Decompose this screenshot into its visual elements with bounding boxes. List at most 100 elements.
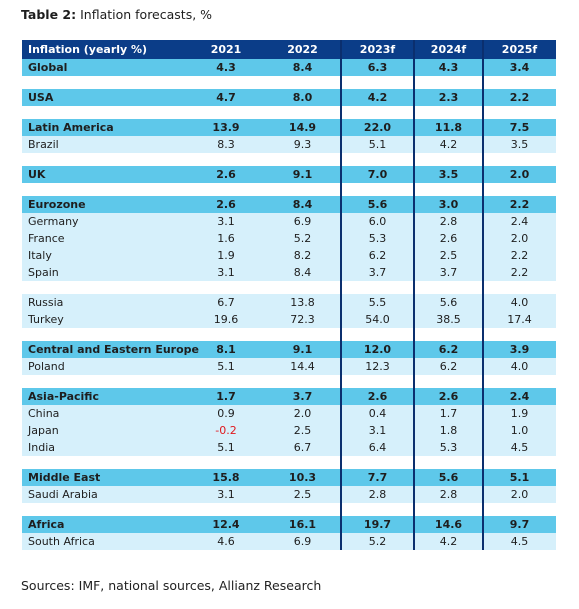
row-label: China [28,407,60,420]
row-label: Africa [28,518,65,531]
value-cell: 9.1 [292,168,313,181]
value-cell: 0.4 [368,407,387,420]
value-cell: 8.4 [292,198,313,211]
value-cell: 14.9 [288,121,317,134]
value-cell: 19.7 [363,518,392,531]
country-row: France 1.6 5.2 5.3 2.6 2.0 [22,230,556,247]
value-cell: 19.6 [213,313,239,326]
value-cell: 4.6 [217,535,235,548]
value-cell: 3.7 [368,266,387,279]
value-cell: 4.7 [216,91,236,104]
value-cell: 2.2 [509,91,530,104]
value-cell: 2.4 [510,215,529,228]
value-cell: 5.1 [217,360,235,373]
value-cell: 3.7 [439,266,458,279]
row-label: India [28,441,55,454]
value-cell: 2.5 [439,249,458,262]
column-divider [482,40,484,550]
row-label: Saudi Arabia [28,488,98,501]
value-cell: 22.0 [363,121,392,134]
value-cell: 5.6 [367,198,388,211]
value-cell: 2.2 [509,198,530,211]
value-cell: 4.3 [216,61,236,74]
value-cell: 6.7 [293,441,312,454]
row-label: UK [28,168,46,181]
source-note: Sources: IMF, national sources, Allianz … [21,578,322,593]
region-row: Africa 12.4 16.1 19.7 14.6 9.7 [22,516,556,533]
table-header-row: Inflation (yearly %) 2021 2022 2023f 202… [22,40,556,59]
region-row: Asia-Pacific 1.7 3.7 2.6 2.6 2.4 [22,388,556,405]
value-cell: 6.2 [439,360,458,373]
value-cell: 38.5 [436,313,461,326]
value-cell: 12.0 [363,343,392,356]
value-cell: 0.9 [217,407,235,420]
inflation-table: Inflation (yearly %) 2021 2022 2023f 202… [22,40,556,550]
value-cell: 14.4 [290,360,315,373]
value-cell: 4.2 [439,535,458,548]
value-cell: 8.1 [216,343,236,356]
value-cell: 4.0 [510,296,529,309]
column-divider [413,40,415,550]
value-cell: 6.9 [293,215,312,228]
spacer-row [22,153,556,166]
country-row: Poland 5.1 14.4 12.3 6.2 4.0 [22,358,556,375]
value-cell: 12.3 [365,360,390,373]
value-cell: 7.0 [367,168,388,181]
value-cell: 8.3 [217,138,235,151]
value-cell: 4.2 [439,138,458,151]
value-cell: 5.6 [439,296,458,309]
value-cell: -0.2 [215,424,237,437]
value-cell: 13.8 [290,296,315,309]
value-cell: 3.1 [217,488,235,501]
country-row: Spain 3.1 8.4 3.7 3.7 2.2 [22,264,556,281]
value-cell: 5.3 [368,232,387,245]
value-cell: 2.5 [293,424,312,437]
value-cell: 14.6 [434,518,463,531]
table-title-text: Inflation forecasts, % [76,7,213,22]
value-cell: 54.0 [365,313,390,326]
value-cell: 3.1 [368,424,387,437]
value-cell: 3.4 [509,61,530,74]
value-cell: 72.3 [290,313,315,326]
row-label: Spain [28,266,59,279]
row-label: Middle East [28,471,101,484]
value-cell: 5.1 [217,441,235,454]
value-cell: 2.4 [509,390,530,403]
region-row: UK 2.6 9.1 7.0 3.5 2.0 [22,166,556,183]
value-cell: 13.9 [212,121,240,134]
value-cell: 1.9 [510,407,529,420]
row-label: Latin America [28,121,114,134]
value-cell: 4.2 [367,91,388,104]
country-row: Russia 6.7 13.8 5.5 5.6 4.0 [22,294,556,311]
value-cell: 6.2 [368,249,387,262]
region-row: Latin America 13.9 14.9 22.0 11.8 7.5 [22,119,556,136]
spacer-row [22,328,556,341]
value-cell: 2.6 [367,390,388,403]
value-cell: 1.0 [510,424,529,437]
value-cell: 4.0 [510,360,529,373]
value-cell: 2.8 [439,488,458,501]
spacer-row [22,76,556,89]
value-cell: 6.9 [293,535,312,548]
value-cell: 8.4 [292,61,313,74]
value-cell: 1.6 [217,232,235,245]
value-cell: 1.7 [439,407,458,420]
row-label: Brazil [28,138,59,151]
column-divider [340,40,342,550]
value-cell: 7.7 [367,471,388,484]
country-row: South Africa 4.6 6.9 5.2 4.2 4.5 [22,533,556,550]
row-label: Germany [28,215,79,228]
value-cell: 8.2 [293,249,312,262]
value-cell: 5.1 [509,471,530,484]
table-title-label: Table 2: [21,7,77,22]
spacer-row [22,456,556,469]
region-row: Central and Eastern Europe 8.1 9.1 12.0 6.2 3… [22,341,556,358]
value-cell: 2.2 [510,266,529,279]
row-label: Poland [28,360,65,373]
value-cell: 2.5 [293,488,312,501]
value-cell: 6.0 [368,215,387,228]
value-cell: 5.5 [368,296,387,309]
region-row: Middle East 15.8 10.3 7.7 5.6 5.1 [22,469,556,486]
value-cell: 6.7 [217,296,235,309]
value-cell: 16.1 [288,518,317,531]
